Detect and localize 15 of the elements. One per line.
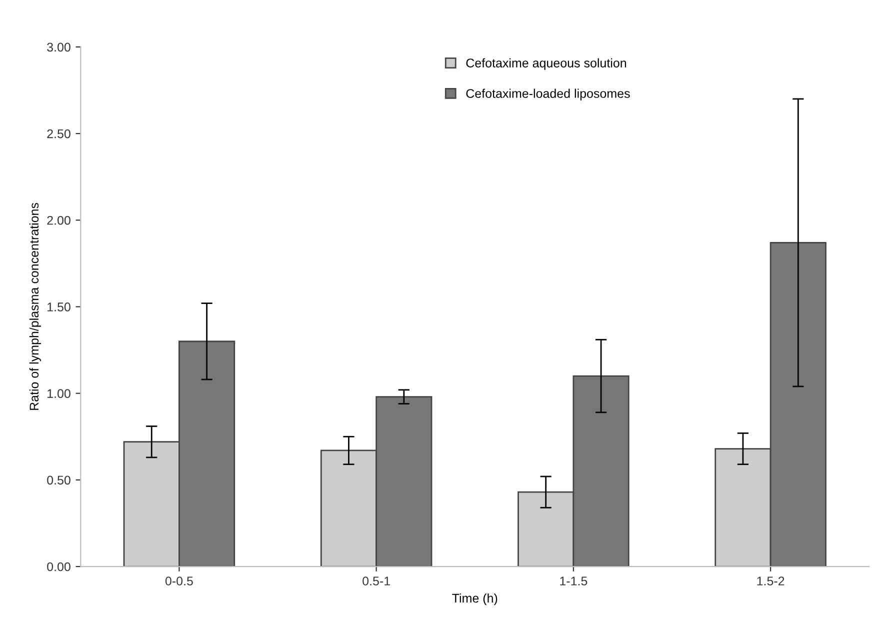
y-tick-label: 2.50 [47,129,70,138]
y-tick-label: 0.00 [47,562,70,572]
y-tick-label: 3.00 [47,42,70,52]
y-tick-label: 1.50 [48,302,70,312]
y-tick-label: 2.00 [47,216,70,225]
x-tick-label: 1.5-2 [757,576,784,586]
x-tick-label: 0-0.5 [165,576,193,586]
x-axis-title: Time (h) [452,593,498,606]
y-tick-label: 1.00 [48,389,70,398]
x-tick-label: 1-1.5 [560,576,588,586]
y-axis-title: Ratio of lymph/plasma concentrations [29,202,42,410]
x-tick-label: 0.5-1 [362,576,390,586]
legend-label: Cefotaxime-loaded liposomes [466,88,630,100]
legend-label: Cefotaxime aqueous solution [466,58,626,70]
y-tick-label: 0.50 [47,476,70,485]
